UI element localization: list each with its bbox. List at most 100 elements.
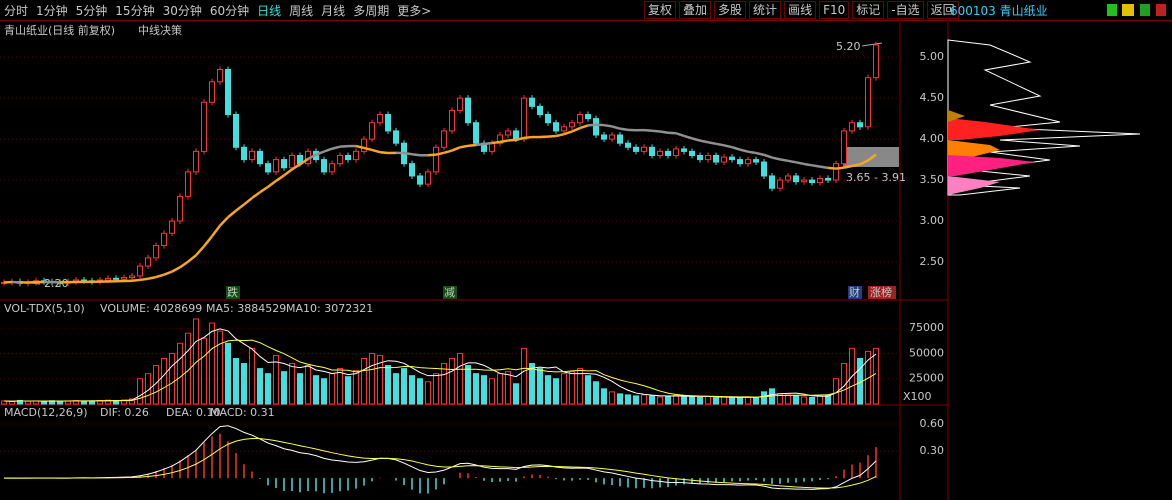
candle [441, 130, 447, 148]
ma-line [251, 191, 261, 200]
icon[interactable] [1107, 4, 1117, 16]
tab[interactable]: 日线 [257, 3, 282, 18]
action[interactable]: 复权 [644, 1, 677, 19]
candle [417, 175, 423, 185]
toolbar: 分时 1分钟 5分钟 15分钟 30分钟 60分钟 日线 周线 月线 多周期 更多> 复权 叠加 多股统… [0, 0, 1172, 21]
candle [521, 97, 527, 140]
tab[interactable]: 30分钟 [162, 3, 202, 18]
candle [825, 177, 831, 181]
candle [777, 179, 783, 189]
icon[interactable] [1140, 4, 1150, 16]
volume-bar [665, 395, 671, 405]
candle [225, 68, 231, 116]
tag[interactable]: 财 [849, 285, 860, 299]
macd-name: MACD(12,26,9) [4, 406, 88, 419]
macd-dif: DIF: 0.26 [100, 406, 149, 419]
tag[interactable]: 涨榜 [870, 285, 892, 299]
tag-box [848, 286, 862, 299]
tab[interactable]: 月线 [321, 3, 346, 18]
candle [121, 277, 127, 280]
chart-title: 青山纸业(日线 前复权) [4, 23, 115, 37]
candle [137, 265, 143, 277]
tab[interactable]: 分时 [4, 3, 29, 18]
ma-line [619, 127, 629, 132]
candle [681, 148, 687, 152]
candle [801, 179, 807, 183]
volume-bar [321, 378, 327, 405]
y-tick-label: 5.00 [920, 50, 945, 63]
candle [105, 277, 111, 281]
tab[interactable]: 60分钟 [209, 3, 250, 18]
candle [529, 97, 535, 107]
volume-bar [313, 375, 319, 405]
candle [145, 257, 151, 267]
volume-bar [681, 395, 687, 405]
ma-line [267, 179, 277, 188]
tag[interactable]: 减 [444, 286, 455, 299]
tab[interactable]: 5分钟 [75, 3, 108, 18]
volume-bar [689, 396, 695, 405]
candle [369, 122, 375, 140]
candle [281, 159, 287, 169]
volume-bar [401, 368, 407, 405]
action[interactable]: 叠加 [679, 1, 712, 19]
candle [257, 150, 263, 165]
stock-name[interactable]: 600103 青山纸业 [950, 3, 1048, 18]
ma-line [139, 277, 149, 282]
volume-bar [161, 357, 167, 405]
ma-line [299, 157, 309, 166]
tab[interactable]: 周线 [289, 3, 314, 18]
candle [385, 114, 391, 132]
candle [849, 122, 855, 132]
action[interactable]: 统计 [749, 1, 782, 19]
volume-bar [289, 363, 295, 405]
volume-bar [657, 396, 663, 405]
icon[interactable] [1156, 4, 1166, 16]
candle [193, 150, 199, 173]
candle [601, 134, 607, 140]
volume-bar [353, 370, 359, 405]
action[interactable]: 画线 [784, 1, 817, 19]
candle [449, 109, 455, 132]
volume-bar [561, 373, 567, 405]
volume-bar [729, 396, 735, 405]
ma-line [483, 141, 493, 146]
volume-bar [505, 371, 511, 405]
candle [273, 159, 279, 173]
ma-line [243, 197, 253, 206]
volume-bar [137, 378, 143, 405]
action[interactable]: 多股 [714, 1, 747, 19]
ma-line [155, 273, 165, 279]
action[interactable]: 返回 [926, 1, 959, 19]
volume-bar [641, 394, 647, 405]
ma-line [219, 216, 229, 227]
ma-line [355, 144, 365, 150]
ma-line [323, 147, 333, 153]
action[interactable]: 标记 [852, 1, 885, 19]
ma-line [803, 162, 813, 167]
icon[interactable] [1122, 4, 1134, 16]
volume-bar [457, 352, 463, 405]
candle [233, 114, 239, 148]
high-label: 5.20 [836, 40, 861, 53]
tab[interactable]: 1分钟 [36, 3, 68, 18]
ma-line [835, 166, 845, 170]
ma-line [571, 126, 581, 133]
ma-line [579, 124, 589, 130]
candle [337, 154, 343, 165]
actions: 复权 叠加 多股 统计 画线 F10 标记 -自选 返回 [644, 1, 962, 19]
tab[interactable]: 多周期 [353, 3, 390, 18]
ma-line [491, 140, 501, 145]
volume-bar [569, 371, 575, 405]
action[interactable]: F10 [819, 1, 850, 19]
volume-bar [281, 371, 287, 405]
tab[interactable]: 15分钟 [115, 3, 155, 18]
action[interactable]: -自选 [887, 1, 924, 19]
tab[interactable]: 更多> [397, 3, 432, 18]
ma-line [779, 158, 789, 163]
candle [577, 114, 583, 124]
volume-bar [489, 378, 495, 405]
tag[interactable]: 跌 [227, 285, 238, 299]
volume-bar [705, 395, 711, 405]
